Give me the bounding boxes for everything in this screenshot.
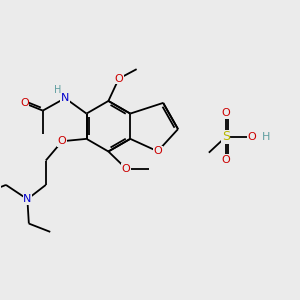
Text: H: H (262, 132, 270, 142)
Text: O: O (248, 132, 256, 142)
Text: O: O (221, 108, 230, 118)
Text: O: O (221, 155, 230, 165)
Text: O: O (20, 98, 29, 108)
Text: O: O (122, 164, 130, 174)
Text: O: O (58, 136, 67, 146)
Text: O: O (153, 146, 162, 156)
Text: N: N (23, 194, 32, 204)
Text: N: N (61, 93, 69, 103)
Text: H: H (54, 85, 62, 95)
Text: O: O (114, 74, 123, 84)
Text: S: S (222, 130, 230, 143)
